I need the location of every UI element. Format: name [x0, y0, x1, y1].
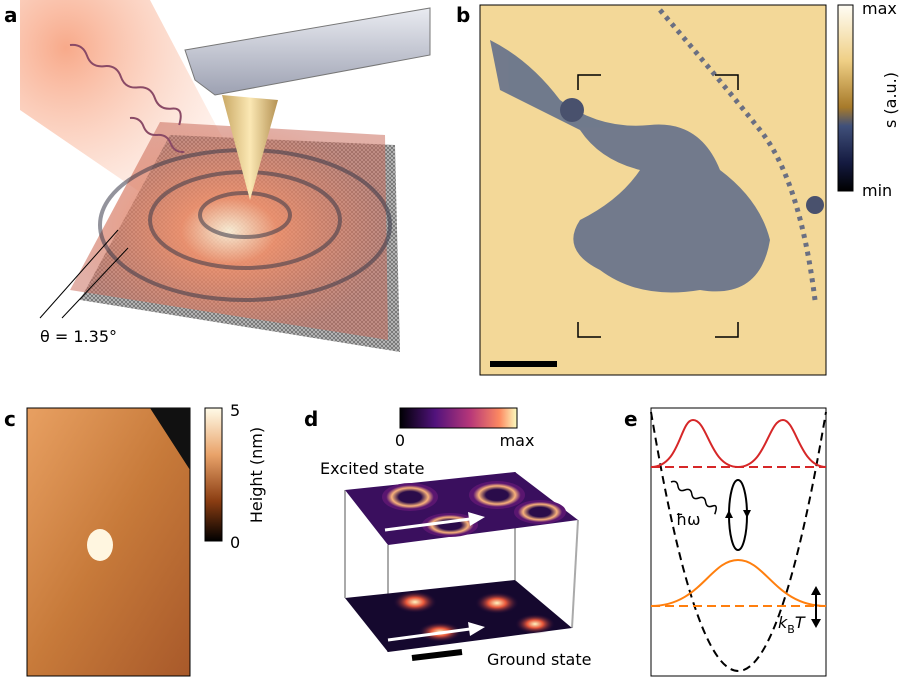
panel-label: c	[4, 407, 16, 431]
colorbar	[838, 5, 853, 191]
colorbar-min: min	[862, 181, 892, 200]
thermal-subscript: B	[787, 623, 795, 636]
panel-label: e	[624, 407, 638, 431]
lower-label: Ground state	[487, 650, 591, 669]
figure: a θ = 1.35° b max min s (a.u.) c 5 0 Hei…	[0, 0, 910, 680]
colorbar	[400, 408, 517, 428]
colorbar	[205, 408, 222, 541]
colorbar-min: 0	[230, 533, 240, 552]
colorbar-label: Height (nm)	[247, 427, 266, 523]
colorbar-min: 0	[395, 431, 405, 450]
panel-label: d	[304, 407, 318, 431]
colorbar-max: 5	[230, 401, 240, 420]
colorbar-max: max	[500, 431, 535, 450]
upper-label: Excited state	[320, 459, 424, 478]
angle-label: θ = 1.35°	[40, 327, 117, 346]
cantilever	[185, 8, 430, 95]
scale-bar	[412, 652, 462, 658]
photon-label: ħω	[676, 510, 701, 529]
thermal-variable: T	[795, 613, 806, 632]
panel-label: a	[4, 3, 18, 27]
panel-label: b	[456, 3, 470, 27]
colorbar-label: s (a.u.)	[881, 72, 900, 128]
colorbar-max: max	[862, 0, 897, 18]
particle	[87, 529, 113, 561]
